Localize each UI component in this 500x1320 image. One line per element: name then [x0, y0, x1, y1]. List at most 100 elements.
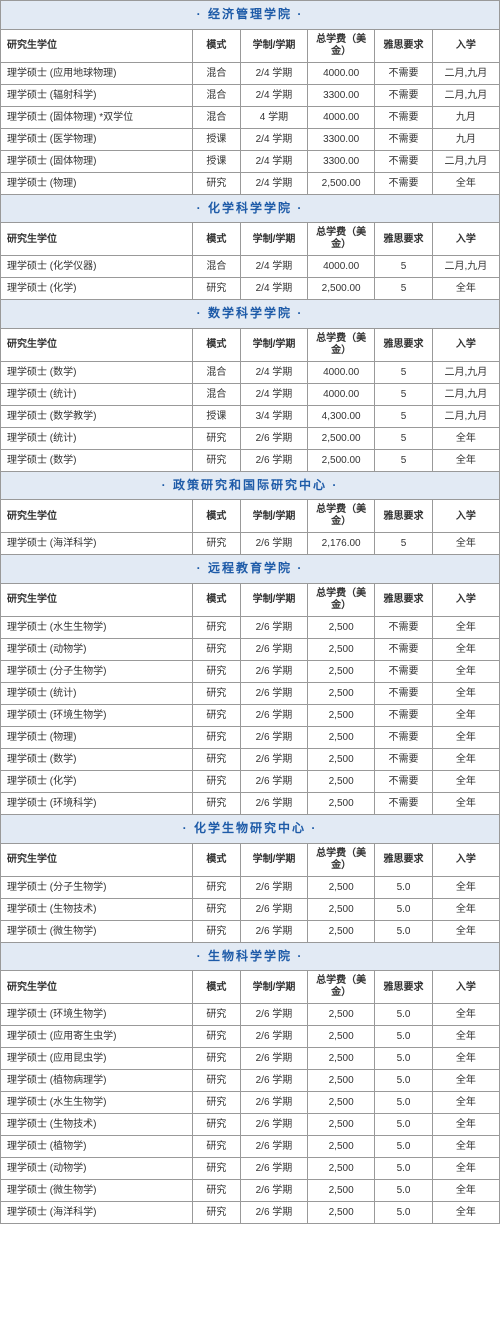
ielts-cell: 5.0	[375, 920, 433, 942]
degree-cell: 理学硕士 (物理)	[1, 172, 193, 194]
fee-cell: 2,500	[308, 616, 375, 638]
ielts-cell: 不需要	[375, 748, 433, 770]
table-row: 理学硕士 (辐射科学)混合2/4 学期3300.00不需要二月,九月	[1, 84, 500, 106]
mode-cell: 研究	[192, 1114, 240, 1136]
ielts-cell: 不需要	[375, 682, 433, 704]
duration-cell: 2/4 学期	[240, 128, 307, 150]
col-header-duration: 学制/学期	[240, 328, 307, 361]
ielts-cell: 5	[375, 256, 433, 278]
degree-cell: 理学硕士 (数学)	[1, 748, 193, 770]
fee-cell: 2,500	[308, 638, 375, 660]
degree-cell: 理学硕士 (统计)	[1, 682, 193, 704]
duration-cell: 2/4 学期	[240, 62, 307, 84]
intake-cell: 全年	[432, 533, 499, 555]
fee-cell: 2,500	[308, 704, 375, 726]
col-header-intake: 入学	[432, 583, 499, 616]
mode-cell: 混合	[192, 361, 240, 383]
fee-cell: 2,500	[308, 682, 375, 704]
intake-cell: 全年	[432, 638, 499, 660]
table-row: 理学硕士 (化学)研究2/6 学期2,500不需要全年	[1, 770, 500, 792]
col-header-ielts: 雅思要求	[375, 583, 433, 616]
mode-cell: 混合	[192, 84, 240, 106]
degree-cell: 理学硕士 (环境生物学)	[1, 1004, 193, 1026]
fee-cell: 2,500	[308, 792, 375, 814]
col-header-duration: 学制/学期	[240, 223, 307, 256]
mode-cell: 研究	[192, 533, 240, 555]
duration-cell: 2/4 学期	[240, 256, 307, 278]
mode-cell: 研究	[192, 704, 240, 726]
col-header-mode: 模式	[192, 843, 240, 876]
intake-cell: 全年	[432, 682, 499, 704]
degree-cell: 理学硕士 (化学)	[1, 278, 193, 300]
table-row: 理学硕士 (动物学)研究2/6 学期2,5005.0全年	[1, 1158, 500, 1180]
duration-cell: 4 学期	[240, 106, 307, 128]
fee-cell: 3300.00	[308, 150, 375, 172]
table-row: 理学硕士 (化学仪器)混合2/4 学期4000.005二月,九月	[1, 256, 500, 278]
ielts-cell: 5.0	[375, 1004, 433, 1026]
col-header-degree: 研究生学位	[1, 583, 193, 616]
table-row: 理学硕士 (数学)研究2/6 学期2,500不需要全年	[1, 748, 500, 770]
duration-cell: 2/6 学期	[240, 920, 307, 942]
intake-cell: 全年	[432, 278, 499, 300]
table-row: 理学硕士 (植物学)研究2/6 学期2,5005.0全年	[1, 1136, 500, 1158]
ielts-cell: 不需要	[375, 770, 433, 792]
degree-cell: 理学硕士 (动物学)	[1, 1158, 193, 1180]
ielts-cell: 不需要	[375, 638, 433, 660]
section-header: · 政策研究和国际研究中心 ·	[1, 471, 500, 500]
degree-cell: 理学硕士 (固体物理) *双学位	[1, 106, 193, 128]
intake-cell: 二月,九月	[432, 84, 499, 106]
fee-cell: 2,500	[308, 748, 375, 770]
mode-cell: 研究	[192, 876, 240, 898]
duration-cell: 2/4 学期	[240, 361, 307, 383]
col-header-ielts: 雅思要求	[375, 328, 433, 361]
table-row: 理学硕士 (生物技术)研究2/6 学期2,5005.0全年	[1, 898, 500, 920]
col-header-duration: 学制/学期	[240, 971, 307, 1004]
ielts-cell: 不需要	[375, 128, 433, 150]
table-row: 理学硕士 (水生生物学)研究2/6 学期2,5005.0全年	[1, 1092, 500, 1114]
degree-cell: 理学硕士 (水生生物学)	[1, 1092, 193, 1114]
duration-cell: 2/6 学期	[240, 1048, 307, 1070]
mode-cell: 研究	[192, 1004, 240, 1026]
mode-cell: 研究	[192, 449, 240, 471]
mode-cell: 研究	[192, 898, 240, 920]
duration-cell: 2/6 学期	[240, 792, 307, 814]
intake-cell: 全年	[432, 1026, 499, 1048]
degree-cell: 理学硕士 (医学物理)	[1, 128, 193, 150]
col-header-fee: 总学费（美金）	[308, 223, 375, 256]
fee-cell: 2,176.00	[308, 533, 375, 555]
degree-cell: 理学硕士 (固体物理)	[1, 150, 193, 172]
table-row: 理学硕士 (数学)混合2/4 学期4000.005二月,九月	[1, 361, 500, 383]
fee-cell: 4000.00	[308, 383, 375, 405]
duration-cell: 2/6 学期	[240, 1158, 307, 1180]
ielts-cell: 5.0	[375, 1092, 433, 1114]
degree-cell: 理学硕士 (植物学)	[1, 1136, 193, 1158]
duration-cell: 3/4 学期	[240, 405, 307, 427]
mode-cell: 授课	[192, 405, 240, 427]
mode-cell: 研究	[192, 1092, 240, 1114]
intake-cell: 全年	[432, 1092, 499, 1114]
mode-cell: 研究	[192, 278, 240, 300]
intake-cell: 全年	[432, 748, 499, 770]
fee-cell: 2,500	[308, 726, 375, 748]
fee-cell: 2,500	[308, 770, 375, 792]
ielts-cell: 不需要	[375, 106, 433, 128]
duration-cell: 2/4 学期	[240, 383, 307, 405]
duration-cell: 2/6 学期	[240, 748, 307, 770]
intake-cell: 全年	[432, 1048, 499, 1070]
col-header-degree: 研究生学位	[1, 500, 193, 533]
intake-cell: 全年	[432, 704, 499, 726]
degree-cell: 理学硕士 (生物技术)	[1, 1114, 193, 1136]
ielts-cell: 5	[375, 361, 433, 383]
intake-cell: 二月,九月	[432, 150, 499, 172]
table-row: 理学硕士 (分子生物学)研究2/6 学期2,500不需要全年	[1, 660, 500, 682]
section-header: · 数学科学学院 ·	[1, 300, 500, 329]
ielts-cell: 不需要	[375, 726, 433, 748]
fee-cell: 4000.00	[308, 256, 375, 278]
table-row: 理学硕士 (生物技术)研究2/6 学期2,5005.0全年	[1, 1114, 500, 1136]
intake-cell: 全年	[432, 770, 499, 792]
section-header: · 远程教育学院 ·	[1, 555, 500, 584]
table-row: 理学硕士 (应用地球物理)混合2/4 学期4000.00不需要二月,九月	[1, 62, 500, 84]
duration-cell: 2/4 学期	[240, 172, 307, 194]
ielts-cell: 不需要	[375, 616, 433, 638]
table-row: 理学硕士 (统计)研究2/6 学期2,500.005全年	[1, 427, 500, 449]
